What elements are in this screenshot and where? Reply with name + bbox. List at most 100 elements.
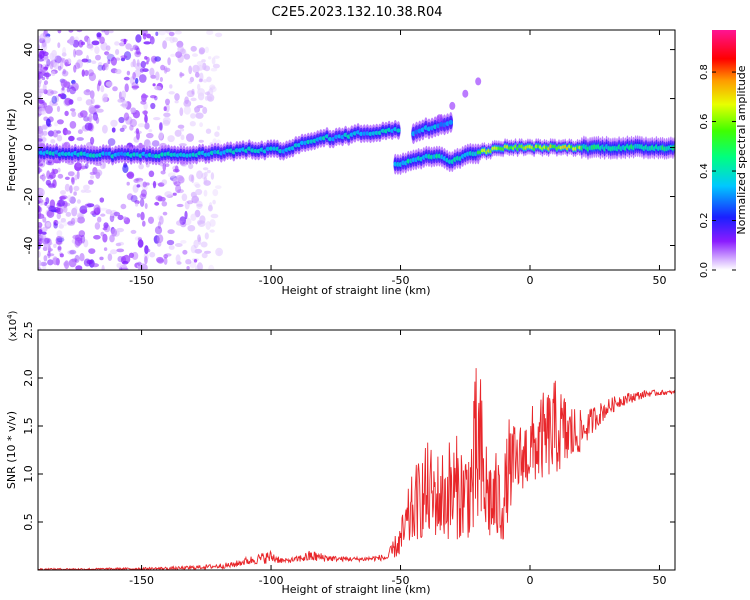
heatmap-noise-cell [170, 53, 176, 58]
heatmap-noise-cell [141, 94, 149, 99]
heatmap-noise-cell [96, 32, 102, 38]
heatmap-ridge-cell [663, 146, 666, 152]
heatmap-noise-cell [38, 58, 44, 62]
heatmap-noise-cell [195, 112, 204, 119]
heatmap-ridge-cell [667, 145, 671, 151]
heatmap-noise-cell [123, 51, 132, 61]
heatmap-noise-cell [69, 121, 77, 129]
heatmap-noise-cell [201, 252, 208, 259]
heatmap-noise-cell [179, 107, 184, 117]
heatmap-noise-cell [124, 83, 129, 93]
heatmap-noise-cell [151, 140, 160, 147]
heatmap-noise-cell [181, 193, 188, 202]
heatmap-noise-cell [81, 69, 86, 77]
heatmap-noise-cell [115, 242, 122, 247]
heatmap-noise-cell [174, 30, 182, 35]
heatmap-noise-cell [168, 245, 175, 250]
heatmap-noise-cell [73, 191, 77, 196]
heatmap-noise-cell [146, 132, 154, 139]
heatmap-noise-cell [55, 240, 63, 245]
heatmap-noise-cell [161, 179, 168, 186]
heatmap-ridge-cell [665, 146, 669, 152]
heatmap-ridge-cell [605, 144, 608, 150]
heatmap-noise-cell [86, 259, 93, 265]
heatmap-noise-cell [99, 197, 105, 203]
heatmap-noise-cell [179, 71, 183, 78]
heatmap-noise-cell [105, 45, 111, 51]
heatmap-noise-cell [64, 183, 70, 192]
heatmap-noise-cell [189, 261, 197, 269]
heatmap-noise-cell [61, 52, 67, 57]
colorbar-tick-label: 0.0 [699, 262, 710, 278]
heatmap-noise-cell [175, 175, 184, 182]
heatmap-noise-cell [107, 253, 113, 261]
heatmap-noise-cell [64, 176, 70, 180]
heatmap-noise-cell [93, 105, 99, 110]
heatmap-noise-cell [102, 227, 108, 231]
heatmap-noise-cell [115, 49, 120, 55]
heatmap-noise-cell [210, 67, 218, 72]
snr-scale-base: (x10 [8, 319, 19, 342]
heatmap-noise-cell [154, 56, 161, 62]
heatmap-noise-cell [73, 64, 77, 73]
heatmap-noise-cell [142, 220, 146, 227]
heatmap-noise-cell [183, 99, 192, 108]
heatmap-ridge-cell [642, 146, 646, 151]
heatmap-noise-cell [48, 205, 56, 212]
heatmap-noise-cell [44, 105, 53, 114]
heatmap-noise-cell [126, 181, 130, 186]
heatmap-ridge-cell [657, 146, 660, 151]
heatmap-noise-cell [190, 97, 197, 102]
heatmap-noise-cell [76, 212, 83, 218]
heatmap-noise-cell [203, 180, 211, 186]
heatmap-noise-cell [190, 113, 196, 119]
heatmap-noise-cell [101, 94, 108, 103]
heatmap-noise-cell [137, 239, 144, 248]
heatmap-noise-cell [126, 70, 131, 76]
heatmap-ridge-cell [520, 144, 524, 149]
heatmap-noise-cell [110, 56, 117, 66]
figure-title: C2E5.2023.132.10.38.R04 [271, 5, 442, 20]
heatmap-noise-cell [205, 128, 212, 134]
heatmap-ridge-cell [609, 146, 613, 152]
heatmap-ridge-cell [636, 143, 640, 149]
heatmap-noise-cell [210, 172, 215, 180]
heatmap-noise-cell [65, 130, 72, 135]
heatmap-noise-cell [136, 184, 141, 188]
y-tick-label: 20 [22, 92, 35, 106]
snr-scale-exponent: 4 [6, 314, 14, 319]
heatmap-noise-cell [89, 171, 97, 176]
heatmap-noise-cell [98, 80, 102, 87]
heatmap-noise-cell [39, 110, 47, 115]
heatmap-noise-cell [111, 127, 116, 133]
heatmap-noise-cell [169, 84, 173, 89]
heatmap-noise-cell [130, 229, 137, 234]
heatmap-noise-cell [195, 265, 201, 270]
heatmap-noise-cell [166, 239, 175, 246]
heatmap-noise-cell [86, 203, 95, 208]
heatmap-ridge-cell [594, 144, 598, 150]
snr-scale-close: ) [8, 310, 19, 314]
heatmap-noise-cell [188, 174, 194, 182]
heatmap-noise-cell [212, 189, 219, 197]
x-tick-label: -150 [129, 274, 154, 287]
heatmap-noise-cell [61, 87, 65, 91]
heatmap-noise-cell [215, 185, 222, 190]
heatmap-ridge-cell [638, 144, 642, 149]
heatmap-noise-cell [75, 162, 82, 168]
heatmap-noise-cell [38, 259, 42, 267]
heatmap-noise-cell [148, 216, 154, 224]
heatmap-noise-cell [156, 234, 164, 244]
heatmap-ridge-cell [592, 144, 596, 150]
heatmap-noise-cell [85, 99, 93, 106]
heatmap-noise-cell [61, 70, 69, 77]
colorbar-tick-label: 0.4 [699, 163, 710, 179]
heatmap-noise-cell [63, 81, 71, 88]
heatmap-noise-cell [153, 117, 161, 121]
heatmap-noise-cell [76, 96, 83, 102]
heatmap-noise-cell [87, 59, 92, 63]
heatmap-noise-cell [122, 164, 129, 173]
heatmap-noise-cell [168, 31, 175, 37]
heatmap-noise-cell [176, 261, 182, 265]
